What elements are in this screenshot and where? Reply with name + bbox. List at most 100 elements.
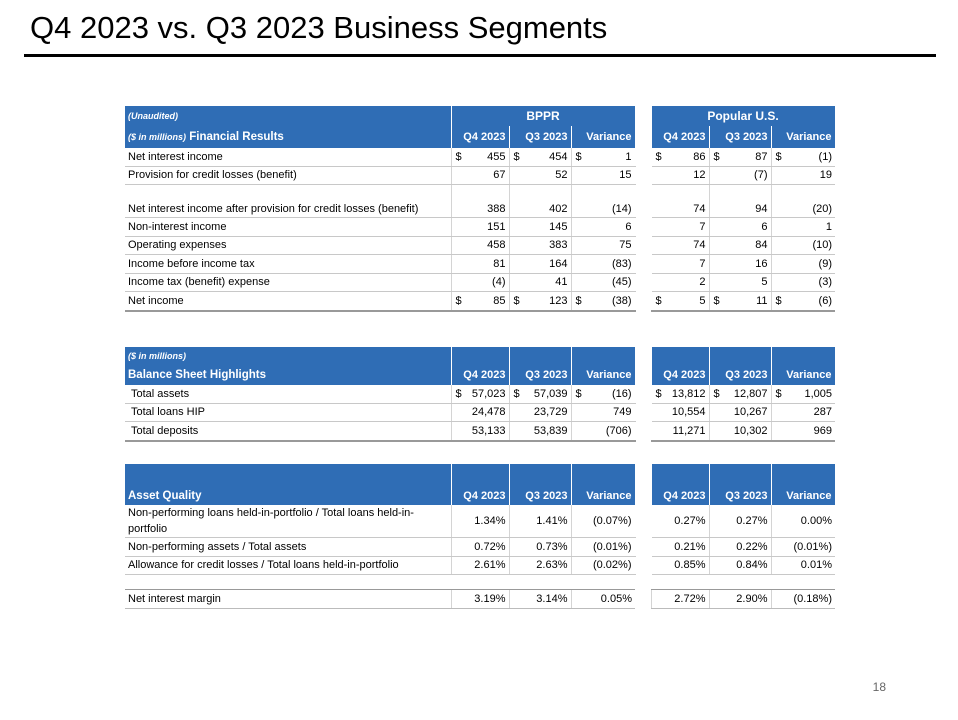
value-text: 5 — [699, 294, 706, 307]
row-label: Total assets — [125, 385, 451, 404]
dollar-sign: $ — [575, 294, 582, 307]
financial-results-header: ($ in millions) Financial Results — [125, 126, 452, 148]
value-text: 1.41% — [536, 515, 568, 527]
value-cell: 969 — [770, 421, 835, 442]
table-row: Total loans HIP 24,478 23,729 749 10,554 10,2… — [125, 403, 835, 422]
value-text: 12 — [693, 169, 706, 182]
value-cell: $57,039 — [508, 385, 571, 404]
table-row: Non-interest income 151 145 6 7 6 1 — [125, 217, 835, 237]
col-q4-2023: Q4 2023 — [651, 464, 710, 505]
value-cell: 3.19% — [450, 589, 509, 609]
value-cell: 81 — [450, 254, 509, 274]
value-cell: 6 — [570, 217, 635, 237]
value-cell: $ (16) — [570, 385, 635, 404]
value-text: 6 — [625, 220, 632, 233]
dollar-sign: $ — [775, 294, 782, 307]
value-cell: (3) — [770, 273, 835, 292]
value-text: 0.84% — [736, 559, 768, 572]
col-q4-2023: Q4 2023 — [651, 126, 710, 148]
value-cell: $85 — [450, 291, 509, 312]
dollar-sign: $ — [455, 294, 462, 307]
value-cell: 1 — [770, 217, 835, 237]
value-cell: 2 — [650, 273, 709, 292]
value-text: 1,005 — [804, 387, 832, 400]
value-text: 749 — [613, 406, 632, 419]
value-cell: 7 — [650, 254, 709, 274]
table-row: Total assets $57,023 $57,039 $ (16) $13,812 $1… — [125, 385, 835, 404]
value-text: 969 — [813, 424, 832, 437]
value-cell: 2.63% — [508, 556, 571, 575]
value-text: (9) — [818, 257, 832, 270]
value-text: 1 — [825, 220, 832, 233]
value-cell: 458 — [450, 236, 509, 255]
row-label: Income tax (benefit) expense — [125, 273, 451, 292]
value-text: (38) — [611, 294, 632, 307]
value-text: 1 — [625, 150, 632, 163]
value-cell: $13,812 — [650, 385, 709, 404]
value-cell: $454 — [508, 148, 571, 167]
value-cell: 12 — [650, 166, 709, 185]
value-text: 0.00% — [800, 515, 832, 527]
value-cell: $ (1) — [770, 148, 835, 167]
value-text: 85 — [493, 294, 506, 307]
value-cell: (706) — [570, 421, 635, 442]
value-text: 0.27% — [736, 515, 768, 527]
value-cell: 1.34% — [450, 505, 509, 538]
table-row: Net income $85 $123 $ (38) $5 $11 $ (6) — [125, 291, 835, 312]
col-variance: Variance — [771, 464, 836, 505]
table-row: Net interest income after provision for … — [125, 184, 835, 218]
value-text: 75 — [619, 239, 632, 252]
value-cell: 151 — [450, 217, 509, 237]
value-cell: 52 — [508, 166, 571, 185]
value-cell: 0.27% — [708, 505, 771, 538]
value-text: (10) — [812, 239, 832, 252]
balance-units: ($ in millions) — [125, 347, 452, 365]
value-cell: (7) — [708, 166, 771, 185]
row-label: Net interest margin — [125, 589, 451, 609]
popular-us-header: Popular U.S. — [651, 106, 836, 126]
title-divider — [24, 54, 936, 57]
value-text: (6) — [818, 294, 832, 307]
table-row: Income tax (benefit) expense (4) 41 (45) 2 5 (… — [125, 273, 835, 292]
value-cell: 287 — [770, 403, 835, 422]
col-q3-2023: Q3 2023 — [509, 126, 572, 148]
value-text: (20) — [812, 203, 832, 215]
col-q4-2023: Q4 2023 — [451, 365, 510, 385]
value-cell: 5 — [708, 273, 771, 292]
col-q4-2023: Q4 2023 — [651, 365, 710, 385]
value-cell: (10) — [770, 236, 835, 255]
value-cell: 10,302 — [708, 421, 771, 442]
value-cell: 0.73% — [508, 537, 571, 557]
value-cell: 41 — [508, 273, 571, 292]
value-cell: (0.18%) — [770, 589, 835, 609]
value-text: 13,812 — [671, 387, 706, 400]
bppr-header: BPPR — [451, 106, 636, 126]
value-text: 383 — [549, 239, 568, 252]
value-text: 454 — [549, 150, 568, 163]
value-text: 24,478 — [471, 406, 506, 419]
value-cell: 0.05% — [570, 589, 635, 609]
value-text: 57,023 — [471, 387, 506, 400]
value-cell: 164 — [508, 254, 571, 274]
row-label: Net interest income — [125, 148, 451, 167]
value-text: 402 — [549, 203, 568, 215]
dollar-sign: $ — [575, 387, 582, 400]
balance-sheet-table: ($ in millions) Balance Sheet Highlights… — [125, 347, 836, 442]
table-row: Non-performing assets / Total assets 0.72… — [125, 537, 835, 557]
row-label: Net income — [125, 291, 451, 312]
value-text: 0.21% — [674, 540, 706, 553]
value-cell: 0.27% — [650, 505, 709, 538]
value-text: 52 — [555, 169, 568, 182]
row-label: Non-interest income — [125, 217, 451, 237]
value-text: 388 — [487, 203, 506, 215]
asset-quality-table: Asset Quality Q4 2023 Q3 2023 Variance Q… — [125, 464, 836, 609]
value-cell: 388 — [450, 184, 509, 218]
value-cell: 11,271 — [650, 421, 709, 442]
col-q3-2023: Q3 2023 — [709, 126, 772, 148]
value-text: 151 — [487, 220, 506, 233]
dollar-sign: $ — [655, 294, 662, 307]
value-cell: (4) — [450, 273, 509, 292]
value-text: 287 — [813, 406, 832, 419]
value-cell: 402 — [508, 184, 571, 218]
value-text: 11,271 — [672, 424, 706, 437]
